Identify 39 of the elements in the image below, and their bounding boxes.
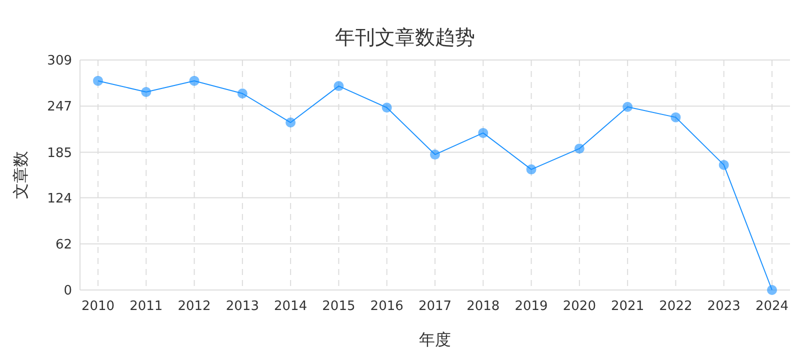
y-tick-label: 0 <box>64 284 72 299</box>
x-tick-label: 2012 <box>178 299 211 314</box>
point <box>622 102 633 112</box>
point <box>141 87 152 98</box>
x-tick-label: 2018 <box>466 299 500 314</box>
point <box>430 150 440 160</box>
point <box>718 160 729 170</box>
point <box>286 118 296 128</box>
point <box>237 88 248 98</box>
point <box>478 128 488 138</box>
y-tick-label: 247 <box>47 100 72 115</box>
x-tick-label: 2024 <box>755 299 789 314</box>
point <box>334 81 344 92</box>
point <box>93 76 103 86</box>
x-tick-label: 2015 <box>322 299 356 314</box>
x-tick-label: 2016 <box>370 299 404 314</box>
x-tick-label: 2011 <box>130 299 163 314</box>
chart-title: 年刊文章数趋势 <box>335 25 475 49</box>
y-tick-label: 185 <box>47 146 72 161</box>
point <box>670 112 681 122</box>
x-tick-label: 2013 <box>226 299 259 314</box>
point <box>189 76 200 86</box>
x-tick-label: 2021 <box>611 299 644 314</box>
y-tick-label: 62 <box>55 237 72 252</box>
y-tick-label: 124 <box>47 191 72 206</box>
point <box>526 164 536 174</box>
x-tick-label: 2017 <box>418 299 452 314</box>
point <box>767 285 777 295</box>
x-tick-label: 2019 <box>514 299 548 314</box>
x-tick-label: 2010 <box>81 299 115 314</box>
x-tick-label: 2022 <box>659 299 692 314</box>
y-tick-label: 309 <box>47 54 72 69</box>
point <box>382 102 392 113</box>
x-tick-label: 2014 <box>274 299 308 314</box>
x-axis-title: 年度 <box>419 330 451 349</box>
x-tick-label: 2023 <box>707 299 740 314</box>
x-tick-label: 2020 <box>562 299 596 314</box>
y-axis-title: 文章数 <box>11 151 30 199</box>
point <box>574 144 584 154</box>
